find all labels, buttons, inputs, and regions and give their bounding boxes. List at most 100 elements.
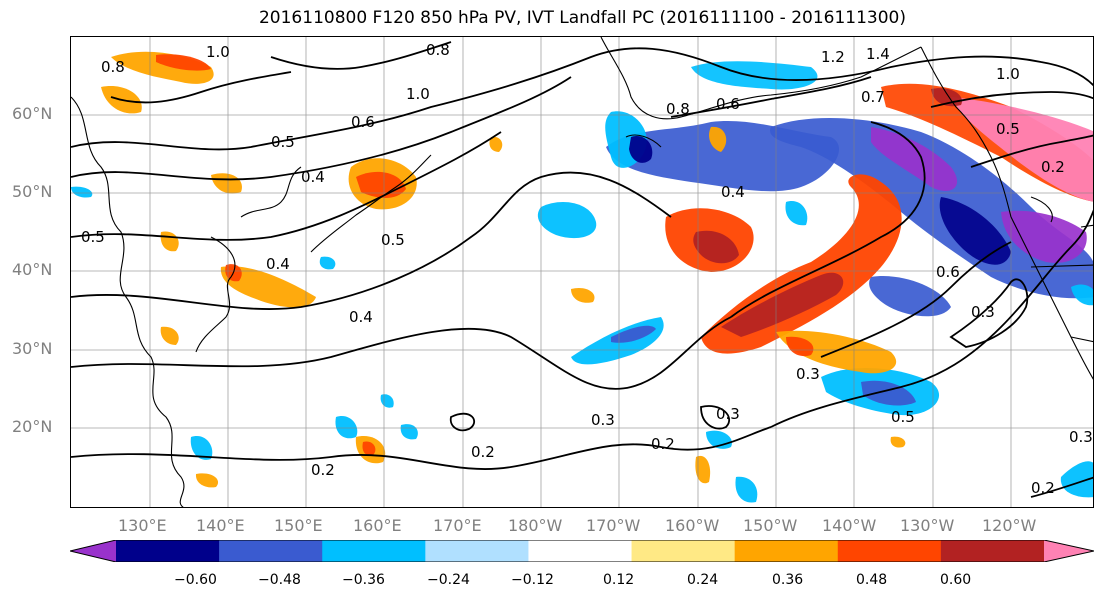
contour-label: 0.4 xyxy=(721,183,745,201)
contour-label: 0.6 xyxy=(716,95,740,113)
positive-anomaly-region xyxy=(489,136,503,152)
negative-anomaly-region xyxy=(335,416,358,439)
contour-label: 1.0 xyxy=(206,43,230,61)
negative-anomaly-region xyxy=(871,127,958,191)
contour-label: 0.3 xyxy=(1069,428,1093,446)
colorbar-extend-low xyxy=(70,540,116,562)
lon-label: 170°W xyxy=(586,516,641,535)
contour-label: 0.6 xyxy=(936,263,960,281)
contour-label: 0.4 xyxy=(349,308,373,326)
map-svg: 0.8 1.0 0.8 1.0 0.6 0.5 0.4 0.5 0.4 0.5 … xyxy=(71,37,1093,507)
positive-anomaly-region xyxy=(156,54,211,71)
colorbar-segments xyxy=(70,540,1094,562)
lat-label: 20°N xyxy=(12,417,53,436)
contour-label: 0.8 xyxy=(426,41,450,59)
contour-label: 0.2 xyxy=(311,461,335,479)
negative-anomaly-region xyxy=(1001,210,1087,263)
contour-label: 0.2 xyxy=(1041,158,1065,176)
contour-label: 0.2 xyxy=(471,443,495,461)
contour-label: 0.7 xyxy=(861,88,885,106)
map-title: 2016110800 F120 850 hPa PV, IVT Landfall… xyxy=(258,8,906,28)
pv-contours xyxy=(71,41,1093,498)
lon-label: 150°E xyxy=(274,516,323,535)
positive-anomaly-region xyxy=(721,272,844,337)
lon-label: 150°W xyxy=(743,516,798,535)
positive-anomaly-region xyxy=(709,126,727,152)
positive-anomaly-region xyxy=(695,455,711,484)
colorbar-segment xyxy=(631,540,736,562)
lon-label: 130°W xyxy=(900,516,955,535)
negative-anomaly-region xyxy=(1060,461,1093,498)
colorbar-tick-label: 0.12 xyxy=(603,572,635,588)
negative-anomaly-region xyxy=(1071,284,1093,306)
colorbar-extend-high xyxy=(1044,540,1094,562)
lon-label: 140°W xyxy=(822,516,877,535)
positive-anomaly-region xyxy=(951,97,1093,202)
negative-anomaly-region xyxy=(380,394,394,408)
negative-anomaly-region xyxy=(319,256,336,270)
contour-labels: 0.8 1.0 0.8 1.0 0.6 0.5 0.4 0.5 0.4 0.5 … xyxy=(81,41,1093,497)
contour-label: 0.3 xyxy=(591,411,615,429)
colorbar-segment xyxy=(425,540,529,562)
colorbar-segment xyxy=(219,540,323,562)
colorbar-tick-label: 0.24 xyxy=(687,572,719,588)
colorbar-tick-label: −0.48 xyxy=(258,572,301,588)
contour-label: 0.5 xyxy=(996,120,1020,138)
colorbar-tick-label: 0.60 xyxy=(940,572,972,588)
colorbar-tick-label: 0.36 xyxy=(772,572,804,588)
positive-anomaly-region xyxy=(890,436,906,448)
contour-label: 0.4 xyxy=(266,255,290,273)
negative-anomaly-region xyxy=(190,436,213,460)
lon-label: 180°W xyxy=(508,516,563,535)
negative-anomaly-region xyxy=(785,201,808,226)
negative-anomaly-region xyxy=(861,380,916,406)
colorbar-tick-label: −0.60 xyxy=(174,572,217,588)
positive-anomaly-region xyxy=(220,266,316,308)
contour-label: 0.5 xyxy=(891,408,915,426)
colorbar-segment xyxy=(528,540,633,562)
contour-label: 0.5 xyxy=(381,231,405,249)
negative-anomaly-region xyxy=(537,202,597,239)
lon-label: 160°W xyxy=(665,516,720,535)
contour-label: 1.0 xyxy=(996,65,1020,83)
colorbar-segment xyxy=(940,540,1045,562)
negative-anomaly-region xyxy=(611,325,656,343)
contour-label: 0.5 xyxy=(271,133,295,151)
negative-anomaly-region xyxy=(691,61,818,90)
colorbar xyxy=(70,540,1094,562)
contour-label: 0.3 xyxy=(971,303,995,321)
contour-label: 0.2 xyxy=(651,435,675,453)
contour-label: 0.4 xyxy=(301,168,325,186)
positive-anomaly-region xyxy=(160,326,179,345)
colorbar-segment xyxy=(322,540,426,562)
colorbar-tick-label: 0.48 xyxy=(856,572,888,588)
lon-label: 130°E xyxy=(118,516,167,535)
negative-anomaly-region xyxy=(400,424,418,440)
colorbar-tick-label: −0.36 xyxy=(342,572,385,588)
colorbar-segment xyxy=(116,540,220,562)
positive-anomaly-region xyxy=(211,173,242,194)
coastlines xyxy=(71,37,1093,507)
negative-anomaly-region xyxy=(71,186,93,198)
colorbar-segment xyxy=(837,540,942,562)
shaded-pv-anomalies xyxy=(71,51,1093,503)
contour-label: 0.8 xyxy=(666,100,690,118)
negative-anomaly-region xyxy=(629,136,653,163)
positive-anomaly-region xyxy=(195,473,219,488)
lat-label: 60°N xyxy=(12,104,53,123)
lon-label: 170°E xyxy=(433,516,482,535)
graticule xyxy=(71,37,1093,507)
positive-anomaly-region xyxy=(362,441,376,456)
negative-anomaly-region xyxy=(735,476,758,503)
negative-anomaly-region xyxy=(869,276,951,317)
contour-label: 1.4 xyxy=(866,45,890,63)
map-panel[interactable]: 0.8 1.0 0.8 1.0 0.6 0.5 0.4 0.5 0.4 0.5 … xyxy=(70,36,1094,508)
contour-label: 0.3 xyxy=(716,405,740,423)
lat-label: 50°N xyxy=(12,182,53,201)
colorbar-segment xyxy=(734,540,839,562)
contour-label: 1.2 xyxy=(821,48,845,66)
negative-anomaly-region xyxy=(939,197,1011,265)
positive-anomaly-region xyxy=(786,336,814,357)
contour-label: 0.8 xyxy=(101,58,125,76)
lon-label: 140°E xyxy=(196,516,245,535)
